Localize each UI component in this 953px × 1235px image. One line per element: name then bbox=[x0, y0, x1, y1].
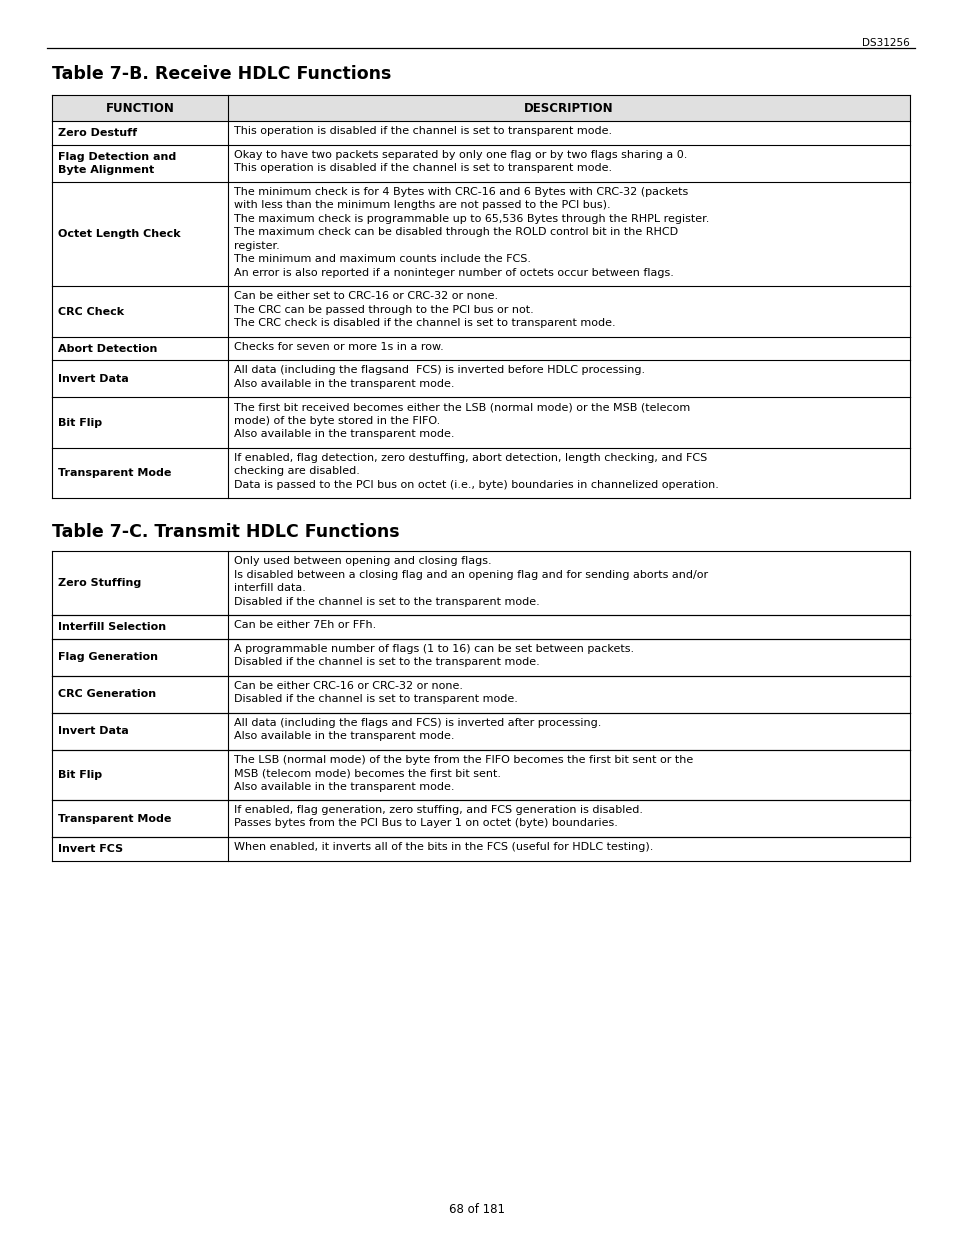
Text: Transparent Mode: Transparent Mode bbox=[58, 468, 172, 478]
Text: Invert Data: Invert Data bbox=[58, 374, 129, 384]
Text: Disabled if the channel is set to transparent mode.: Disabled if the channel is set to transp… bbox=[233, 694, 517, 704]
Text: Also available in the transparent mode.: Also available in the transparent mode. bbox=[233, 731, 454, 741]
Text: This operation is disabled if the channel is set to transparent mode.: This operation is disabled if the channe… bbox=[233, 163, 612, 173]
Text: If enabled, flag generation, zero stuffing, and FCS generation is disabled.: If enabled, flag generation, zero stuffi… bbox=[233, 805, 642, 815]
Text: All data (including the flags and FCS) is inverted after processing.: All data (including the flags and FCS) i… bbox=[233, 718, 600, 727]
Text: Flag Generation: Flag Generation bbox=[58, 652, 158, 662]
Text: interfill data.: interfill data. bbox=[233, 583, 306, 593]
Text: Octet Length Check: Octet Length Check bbox=[58, 228, 180, 240]
Text: Also available in the transparent mode.: Also available in the transparent mode. bbox=[233, 429, 454, 438]
Text: checking are disabled.: checking are disabled. bbox=[233, 466, 359, 475]
Bar bbox=[52, 95, 909, 121]
Text: Disabled if the channel is set to the transparent mode.: Disabled if the channel is set to the tr… bbox=[233, 597, 539, 606]
Text: Interfill Selection: Interfill Selection bbox=[58, 622, 166, 632]
Text: FUNCTION: FUNCTION bbox=[106, 101, 174, 115]
Text: The maximum check is programmable up to 65,536 Bytes through the RHPL register.: The maximum check is programmable up to … bbox=[233, 214, 708, 224]
Text: Disabled if the channel is set to the transparent mode.: Disabled if the channel is set to the tr… bbox=[233, 657, 539, 667]
Text: Also available in the transparent mode.: Also available in the transparent mode. bbox=[233, 782, 454, 792]
Text: The CRC can be passed through to the PCI bus or not.: The CRC can be passed through to the PCI… bbox=[233, 305, 533, 315]
Text: Table 7-C. Transmit HDLC Functions: Table 7-C. Transmit HDLC Functions bbox=[52, 522, 399, 541]
Text: mode) of the byte stored in the FIFO.: mode) of the byte stored in the FIFO. bbox=[233, 415, 439, 426]
Text: 68 of 181: 68 of 181 bbox=[449, 1203, 504, 1216]
Text: Is disabled between a closing flag and an opening flag and for sending aborts an: Is disabled between a closing flag and a… bbox=[233, 569, 707, 579]
Text: CRC Check: CRC Check bbox=[58, 306, 124, 316]
Text: register.: register. bbox=[233, 241, 279, 251]
Text: Flag Detection and: Flag Detection and bbox=[58, 152, 176, 162]
Text: Zero Stuffing: Zero Stuffing bbox=[58, 578, 141, 588]
Text: The LSB (normal mode) of the byte from the FIFO becomes the first bit sent or th: The LSB (normal mode) of the byte from t… bbox=[233, 755, 693, 764]
Text: Byte Alignment: Byte Alignment bbox=[58, 165, 154, 175]
Text: If enabled, flag detection, zero destuffing, abort detection, length checking, a: If enabled, flag detection, zero destuff… bbox=[233, 452, 706, 462]
Text: An error is also reported if a noninteger number of octets occur between flags.: An error is also reported if a nonintege… bbox=[233, 268, 673, 278]
Text: The minimum and maximum counts include the FCS.: The minimum and maximum counts include t… bbox=[233, 254, 530, 264]
Text: Invert Data: Invert Data bbox=[58, 726, 129, 736]
Text: Passes bytes from the PCI Bus to Layer 1 on octet (byte) boundaries.: Passes bytes from the PCI Bus to Layer 1… bbox=[233, 819, 618, 829]
Text: The first bit received becomes either the LSB (normal mode) or the MSB (telecom: The first bit received becomes either th… bbox=[233, 403, 689, 412]
Text: Abort Detection: Abort Detection bbox=[58, 343, 157, 353]
Text: When enabled, it inverts all of the bits in the FCS (useful for HDLC testing).: When enabled, it inverts all of the bits… bbox=[233, 842, 653, 852]
Text: The maximum check can be disabled through the ROLD control bit in the RHCD: The maximum check can be disabled throug… bbox=[233, 227, 678, 237]
Text: Can be either CRC-16 or CRC-32 or none.: Can be either CRC-16 or CRC-32 or none. bbox=[233, 680, 462, 690]
Text: with less than the minimum lengths are not passed to the PCI bus).: with less than the minimum lengths are n… bbox=[233, 200, 610, 210]
Text: A programmable number of flags (1 to 16) can be set between packets.: A programmable number of flags (1 to 16)… bbox=[233, 643, 634, 653]
Text: Table 7-B. Receive HDLC Functions: Table 7-B. Receive HDLC Functions bbox=[52, 65, 391, 83]
Text: Invert FCS: Invert FCS bbox=[58, 844, 123, 855]
Text: The minimum check is for 4 Bytes with CRC-16 and 6 Bytes with CRC-32 (packets: The minimum check is for 4 Bytes with CR… bbox=[233, 186, 687, 196]
Text: Also available in the transparent mode.: Also available in the transparent mode. bbox=[233, 378, 454, 389]
Text: DESCRIPTION: DESCRIPTION bbox=[523, 101, 613, 115]
Text: Can be either set to CRC-16 or CRC-32 or none.: Can be either set to CRC-16 or CRC-32 or… bbox=[233, 291, 497, 301]
Text: Bit Flip: Bit Flip bbox=[58, 771, 102, 781]
Text: Checks for seven or more 1s in a row.: Checks for seven or more 1s in a row. bbox=[233, 342, 443, 352]
Text: Data is passed to the PCI bus on octet (i.e., byte) boundaries in channelized op: Data is passed to the PCI bus on octet (… bbox=[233, 479, 718, 489]
Text: Only used between opening and closing flags.: Only used between opening and closing fl… bbox=[233, 556, 491, 566]
Text: DS31256: DS31256 bbox=[862, 38, 909, 48]
Text: MSB (telecom mode) becomes the first bit sent.: MSB (telecom mode) becomes the first bit… bbox=[233, 768, 500, 778]
Text: All data (including the flagsand  FCS) is inverted before HDLC processing.: All data (including the flagsand FCS) is… bbox=[233, 366, 644, 375]
Text: The CRC check is disabled if the channel is set to transparent mode.: The CRC check is disabled if the channel… bbox=[233, 317, 615, 329]
Text: Transparent Mode: Transparent Mode bbox=[58, 814, 172, 824]
Text: Okay to have two packets separated by only one flag or by two flags sharing a 0.: Okay to have two packets separated by on… bbox=[233, 149, 686, 159]
Text: This operation is disabled if the channel is set to transparent mode.: This operation is disabled if the channe… bbox=[233, 126, 612, 136]
Text: CRC Generation: CRC Generation bbox=[58, 689, 156, 699]
Text: Bit Flip: Bit Flip bbox=[58, 417, 102, 427]
Text: Can be either 7Eh or FFh.: Can be either 7Eh or FFh. bbox=[233, 620, 375, 630]
Text: Zero Destuff: Zero Destuff bbox=[58, 128, 137, 138]
